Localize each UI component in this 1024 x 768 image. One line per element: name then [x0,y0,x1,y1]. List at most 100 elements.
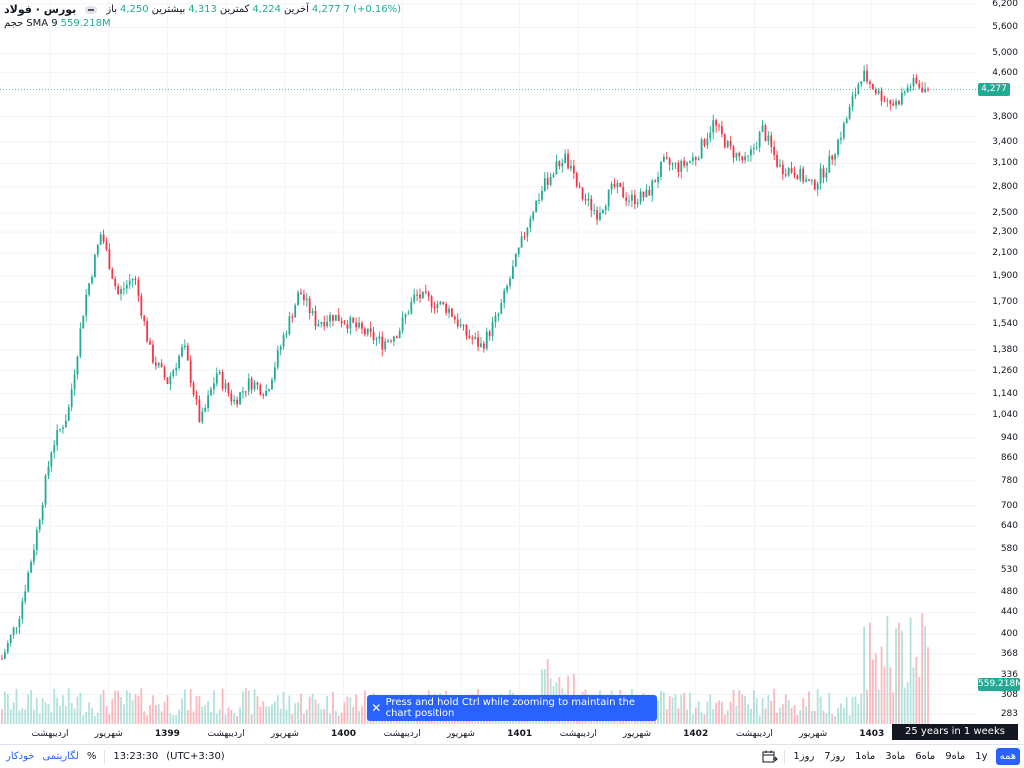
volume-bar [198,696,201,724]
timeframe-button[interactable]: 1ماه [855,751,876,762]
candle-body [601,210,604,213]
volume-bar [114,690,117,724]
percent-scale-button[interactable]: % [86,751,97,762]
candle-body [898,100,900,105]
volume-bar [38,713,41,724]
candle-body [477,337,479,347]
volume-bar [276,695,279,724]
candle-body [297,292,299,306]
timeframe-button[interactable]: 7روز [824,751,846,762]
volume-bar [906,682,909,724]
candle-body [390,340,392,342]
candle-body [657,176,659,183]
candle-body [143,315,146,322]
volume-bar [752,690,755,724]
candle-body [123,288,125,290]
candle-body [480,343,482,347]
volume-bar [918,676,921,724]
candle-body [511,266,514,279]
candle-body [758,131,761,148]
volume-bar [102,689,105,724]
candle-body [596,210,598,220]
candle-body [549,176,552,185]
auto-scale-button[interactable]: خودکار [6,751,35,762]
candle-body [538,199,540,201]
candle-body [221,371,224,389]
candle-body [468,335,471,338]
timeframe-button[interactable]: 6ماه [915,751,936,762]
candle-body [70,389,73,408]
time-axis[interactable]: اردیبهشت شهریور 1399 اردیبهشت شهریور 1400 اردی… [0,724,976,744]
volume-bar [686,709,688,724]
candle-body [381,336,384,350]
volume-bar [285,709,288,724]
high-label: بیشترین [151,4,186,15]
candle-body [683,160,686,166]
candle-body [488,331,491,337]
volume-bar [761,698,764,724]
volume-bar [779,707,781,724]
volume-bar [111,699,114,724]
timeframe-button[interactable]: همه [995,748,1020,765]
volume-bar [340,712,343,724]
volume-bar [747,704,749,724]
candle-body [700,139,703,159]
candle-body [422,291,424,299]
candle-body [570,165,572,169]
price-tick-label: 440 [1000,607,1018,618]
candle-body [819,168,822,184]
candle-body [863,70,866,82]
candle-body [555,161,558,175]
volume-bar [665,709,668,724]
price-tick-label: 6,200 [992,0,1018,9]
symbol-name[interactable]: بورس · فولاد [4,3,77,16]
timeframe-button[interactable]: 3ماه [885,751,906,762]
candle-body [712,120,715,133]
time-tick-label: اردیبهشت [207,729,245,739]
candle-body [192,383,195,395]
close-value: 4,277 [311,4,341,15]
price-tick-label: 860 [1000,453,1018,464]
open-value: 4,250 [119,4,149,15]
timeframe-button[interactable]: 1روز [793,751,815,762]
volume-bar [741,694,744,724]
calendar-goto-icon[interactable] [762,750,779,764]
candle-body [50,452,53,467]
price-chart[interactable] [0,0,976,724]
volume-bar [851,697,854,724]
timezone-button[interactable]: (UTC+3:30) [166,751,225,762]
candle-body [822,168,825,178]
candle-body [654,180,657,183]
candle-body [387,340,389,342]
volume-bar [4,691,6,724]
candle-body [445,303,448,313]
volume-bar [93,715,96,724]
log-scale-button[interactable]: لگاریتمی [42,751,79,762]
volume-bar [854,696,857,724]
volume-bar [149,705,151,724]
volume-bar [895,627,897,724]
collapse-legend-icon[interactable] [85,6,98,14]
volume-bar [207,701,210,724]
timeframe-button[interactable]: 9ماه [945,751,966,762]
candle-body [204,408,207,412]
candle-body [877,90,880,94]
price-axis[interactable]: 6,200 5,600 5,000 4,600 3,800 3,400 3,100 2,800… [976,0,1024,724]
candle-body [6,643,9,653]
volume-bar [224,714,227,724]
volume-bar [677,708,680,724]
timeframe-button[interactable]: 1y [975,751,988,762]
volume-bar [30,690,32,724]
volume-bar [660,690,662,724]
change-value: 7 (+0.16%) [343,4,402,15]
volume-bar [131,700,134,724]
price-tick-label: 2,300 [992,227,1018,238]
volume-bar [770,700,773,724]
volume-bar [886,615,889,724]
candle-body [21,601,24,619]
close-icon[interactable]: ✕ [371,701,382,715]
volume-bar [192,711,195,724]
candle-body [35,529,38,551]
volume-label[interactable]: حجم [4,18,24,29]
volume-bar [729,701,732,724]
